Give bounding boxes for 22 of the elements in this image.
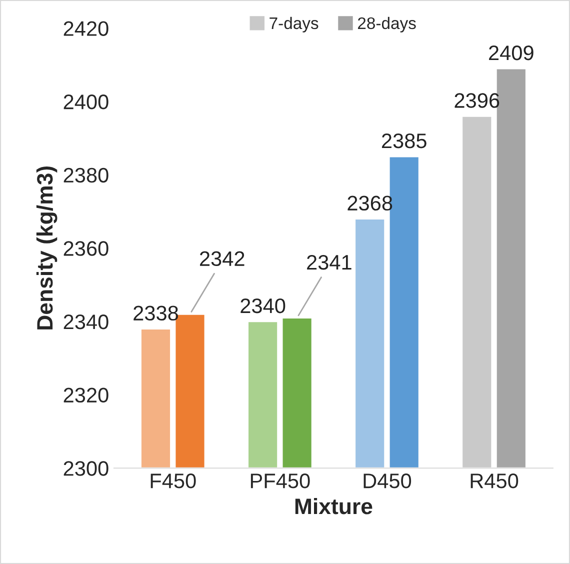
legend-label: 7-days — [270, 16, 318, 32]
y-tick-label: 2400 — [64, 94, 108, 110]
y-tick-label: 2360 — [64, 241, 108, 256]
data-label: 2396 — [454, 93, 500, 108]
x-tick-label: PF450 — [250, 474, 310, 488]
data-label: 2341 — [307, 254, 352, 270]
x-axis-title: Mixture — [295, 498, 372, 514]
y-tick-label: 2420 — [64, 21, 108, 36]
data-label: 2385 — [382, 133, 426, 148]
x-tick-label: F450 — [150, 474, 196, 488]
data-label: 2338 — [134, 306, 178, 321]
data-label: 2342 — [200, 251, 244, 266]
x-tick-label: R450 — [470, 474, 518, 488]
y-tick-label: 2320 — [64, 388, 108, 403]
y-tick-label: 2380 — [64, 168, 108, 183]
y-axis-title: Density (kg/m3) — [36, 166, 58, 330]
y-tick-label: 2340 — [64, 314, 108, 330]
data-label: 2409 — [489, 45, 534, 60]
legend-label: 28-days — [358, 16, 416, 32]
y-tick-label: 2300 — [64, 461, 108, 476]
data-label: 2340 — [240, 298, 286, 314]
x-tick-label: D450 — [364, 474, 412, 488]
